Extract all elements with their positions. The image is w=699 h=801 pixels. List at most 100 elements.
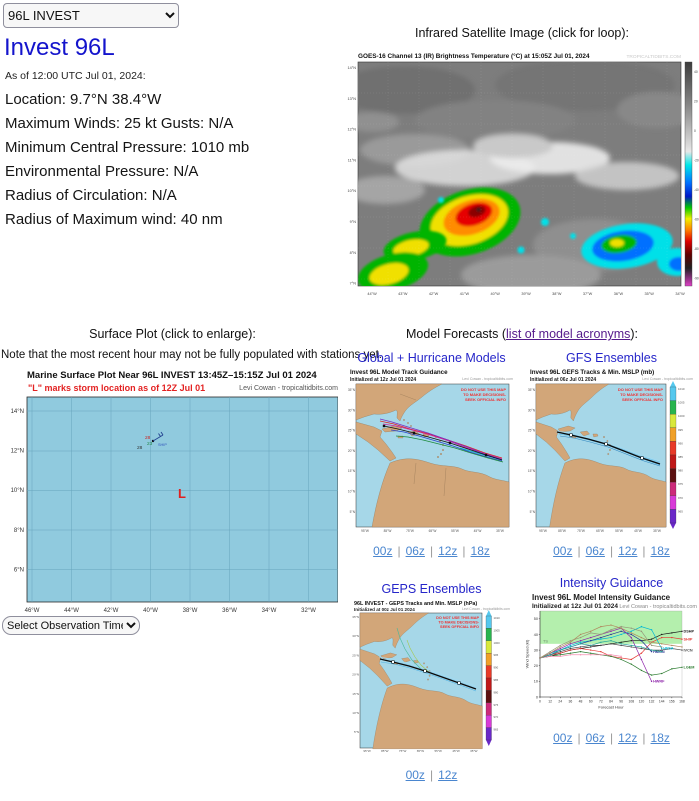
- svg-text:85°W: 85°W: [381, 749, 389, 753]
- svg-text:85°W: 85°W: [384, 529, 392, 533]
- link-12z[interactable]: 12z: [438, 768, 458, 782]
- svg-text:40°W: 40°W: [491, 292, 501, 296]
- svg-text:DO NOT USE THIS MAP: DO NOT USE THIS MAP: [436, 616, 479, 620]
- satellite-caption: Infrared Satellite Image (click for loop…: [415, 26, 629, 40]
- svg-text:12°N: 12°N: [11, 449, 24, 455]
- marine-surface-plot[interactable]: 28 23 28 SHIP L 14°N 12°N 10°N 8°N 6°N 46°W 44…: [0, 396, 338, 622]
- svg-text:30°N: 30°N: [528, 408, 536, 412]
- svg-text:95°W: 95°W: [539, 529, 547, 533]
- link-06z[interactable]: 06z: [585, 544, 605, 558]
- svg-text:45°W: 45°W: [452, 749, 460, 753]
- svg-text:41°W: 41°W: [460, 292, 470, 296]
- svg-text:980: 980: [678, 469, 683, 473]
- svg-text:20°N: 20°N: [348, 449, 356, 453]
- svg-text:965: 965: [494, 728, 499, 732]
- svg-text:1005: 1005: [494, 628, 501, 632]
- svg-text:8°N: 8°N: [350, 251, 357, 255]
- svg-text:DSHP: DSHP: [684, 630, 695, 634]
- svg-text:-90: -90: [694, 277, 699, 281]
- svg-text:44°W: 44°W: [367, 292, 377, 296]
- link-18z[interactable]: 18z: [650, 731, 670, 745]
- gefs-ensembles-map[interactable]: Invest 96L GEFS Tracks & Min. MSLP (mb) …: [528, 367, 695, 539]
- surface-plot-credit: Levi Cowan - tropicaltidbits.com: [239, 385, 338, 392]
- model-track-guidance-map[interactable]: Invest 96L Model Track Guidance Initiali…: [348, 367, 515, 539]
- svg-text:156: 156: [669, 700, 675, 704]
- mslp-colorbar: [670, 381, 676, 529]
- svg-text:55°W: 55°W: [435, 749, 443, 753]
- svg-text:SHIP: SHIP: [684, 637, 693, 641]
- svg-text:96: 96: [619, 700, 623, 704]
- svg-text:LGEM: LGEM: [684, 665, 695, 669]
- svg-text:40: 40: [694, 70, 698, 74]
- svg-text:970: 970: [494, 715, 499, 719]
- svg-text:1000: 1000: [494, 641, 501, 645]
- svg-text:975: 975: [678, 482, 683, 486]
- link-12z[interactable]: 12z: [438, 544, 458, 558]
- svg-text:1000: 1000: [678, 414, 685, 418]
- map1-credit: Levi Cowan - tropicaltidbits.com: [462, 377, 513, 381]
- svg-text:43°W: 43°W: [398, 292, 408, 296]
- svg-text:HMON: HMON: [653, 650, 665, 654]
- intensity-guidance-chart[interactable]: 0 10 20 30 40 50 0 12 24 36 48 60 72 84 96 108 120 132 144…: [524, 608, 699, 720]
- svg-text:144: 144: [659, 700, 665, 704]
- svg-text:60: 60: [589, 700, 593, 704]
- svg-text:35°N: 35°N: [352, 615, 359, 619]
- svg-text:35°W: 35°W: [470, 749, 478, 753]
- storm-location-marker: L: [178, 486, 186, 501]
- intensity-chart-title: Invest 96L Model Intensity Guidance: [532, 593, 671, 602]
- link-12z[interactable]: 12z: [618, 544, 638, 558]
- intensity-chart-init: Initialized at 12z Jul 01 2024: [532, 603, 618, 610]
- storm-info-radius-max-wind: Radius of Maximum wind: 40 nm: [5, 211, 223, 228]
- svg-text:975: 975: [494, 703, 499, 707]
- link-06z[interactable]: 06z: [405, 544, 425, 558]
- svg-text:40°W: 40°W: [143, 608, 158, 614]
- link-00z[interactable]: 00z: [553, 544, 573, 558]
- map3-init: Initialized at 00z Jul 01 2024: [354, 607, 415, 612]
- svg-text:SEEK OFFICIAL INFO: SEEK OFFICIAL INFO: [622, 397, 663, 402]
- geps-ensembles-map[interactable]: 96L INVEST - GEPS Tracks and Min. MSLP (…: [352, 598, 512, 758]
- svg-text:42°W: 42°W: [104, 608, 119, 614]
- map2-title: Invest 96L GEFS Tracks & Min. MSLP (mb): [530, 369, 654, 376]
- link-00z[interactable]: 00z: [405, 768, 425, 782]
- link-12z[interactable]: 12z: [618, 731, 638, 745]
- svg-text:10°N: 10°N: [528, 490, 536, 494]
- ensemble-day-markers: [569, 433, 644, 460]
- panel-header-intensity-guidance: Intensity Guidance: [559, 576, 664, 590]
- mslp-colorbar: [486, 610, 492, 746]
- storm-info-max-winds: Maximum Winds: 25 kt Gusts: N/A: [5, 115, 234, 132]
- infrared-satellite-image[interactable]: GOES-16 Channel 13 (IR) Brightness Tempe…: [345, 50, 699, 302]
- ensemble-day-markers: [391, 660, 461, 685]
- links-gefs: 00z | 06z | 12z | 18z: [553, 544, 670, 558]
- surface-plot-title: Marine Surface Plot Near 96L INVEST 13:4…: [27, 370, 317, 381]
- svg-text:132: 132: [649, 700, 655, 704]
- model-tracks: [379, 418, 504, 463]
- svg-text:95°W: 95°W: [363, 749, 371, 753]
- link-00z[interactable]: 00z: [553, 731, 573, 745]
- model-acronyms-link[interactable]: list of model acronyms: [506, 327, 631, 341]
- link-18z[interactable]: 18z: [470, 544, 490, 558]
- svg-text:1005: 1005: [678, 401, 685, 405]
- svg-text:995: 995: [494, 653, 499, 657]
- panel-header-gfs-ensembles: GFS Ensembles: [565, 351, 657, 365]
- svg-text:44°W: 44°W: [64, 608, 79, 614]
- svg-text:75°W: 75°W: [577, 529, 585, 533]
- svg-text:37°W: 37°W: [583, 292, 593, 296]
- svg-text:35°W: 35°W: [645, 292, 655, 296]
- model-forecasts-heading-suffix: ):: [630, 327, 639, 341]
- station-dewpoint: 23: [147, 441, 153, 447]
- panel-header-global-hurricane: Global + Hurricane Models: [357, 351, 506, 365]
- svg-text:32°W: 32°W: [301, 608, 316, 614]
- svg-text:990: 990: [678, 441, 683, 445]
- link-06z[interactable]: 06z: [585, 731, 605, 745]
- svg-text:Forecast Hour: Forecast Hour: [598, 705, 624, 710]
- storm-selector[interactable]: 96L INVEST: [3, 3, 179, 28]
- svg-text:-20: -20: [694, 159, 699, 163]
- surface-plot-subtitle: "L" marks storm location as of 12Z Jul 0…: [28, 383, 206, 393]
- link-00z[interactable]: 00z: [373, 544, 393, 558]
- svg-text:36: 36: [569, 700, 573, 704]
- link-18z[interactable]: 18z: [650, 544, 670, 558]
- storm-info: Location: 9.7°N 38.4°W Maximum Winds: 25…: [5, 88, 249, 232]
- svg-text:HWRF: HWRF: [653, 680, 665, 684]
- observation-time-selector[interactable]: Select Observation Time...: [2, 616, 140, 635]
- svg-text:Wind Speed (kt): Wind Speed (kt): [525, 639, 530, 668]
